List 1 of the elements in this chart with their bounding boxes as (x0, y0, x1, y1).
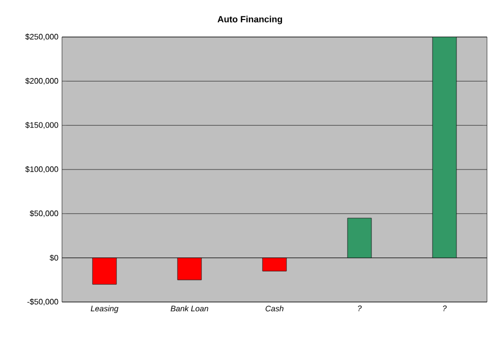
chart-title: Auto Financing (218, 16, 282, 24)
